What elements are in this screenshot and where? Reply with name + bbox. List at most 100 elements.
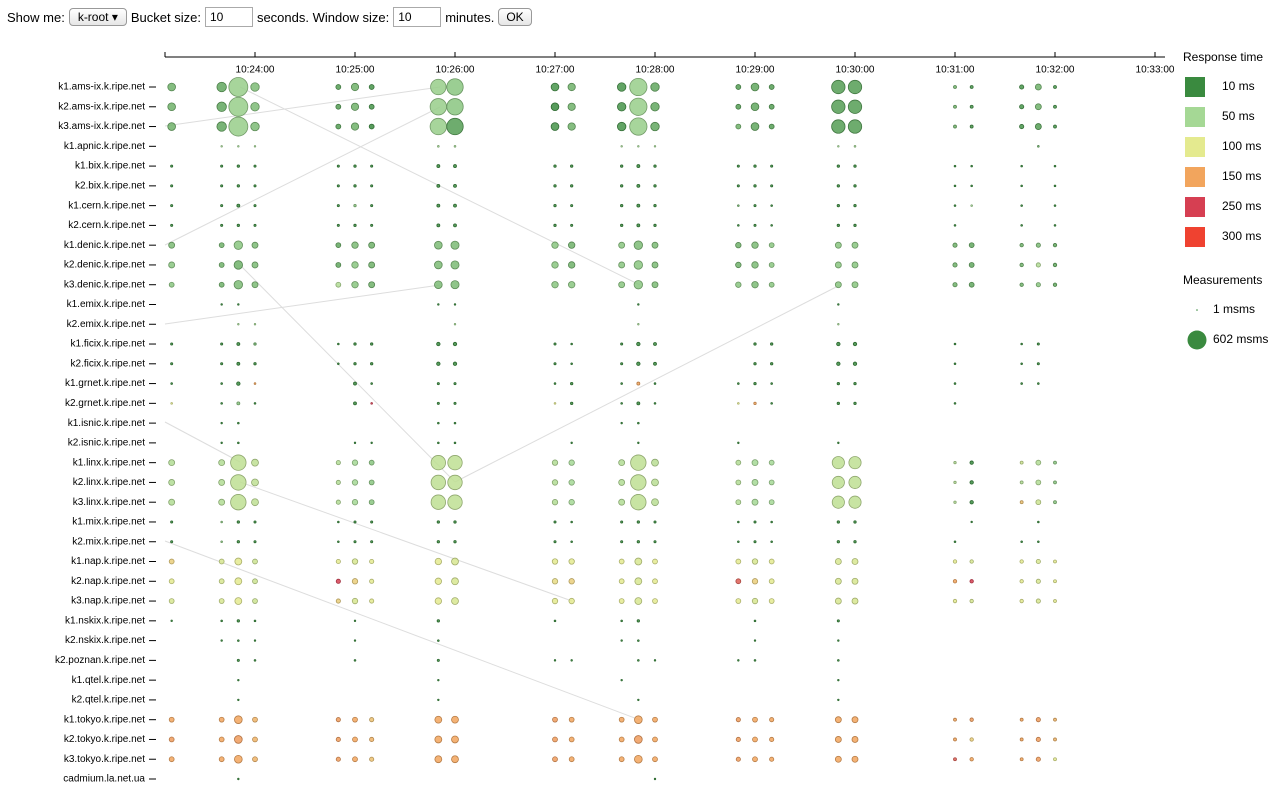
bubble — [953, 402, 957, 405]
row-label: k1.ams-ix.k.ripe.net — [58, 82, 145, 93]
bubble — [436, 164, 441, 168]
bubble — [351, 597, 359, 605]
bubble — [335, 598, 341, 604]
bubble — [770, 382, 773, 385]
bubble — [735, 459, 742, 466]
bubble — [253, 184, 257, 188]
bubble — [953, 124, 957, 129]
bubble — [436, 401, 440, 405]
bubble — [1019, 262, 1024, 268]
bubble — [335, 736, 341, 742]
bubble — [1037, 145, 1040, 148]
bubble — [753, 520, 757, 524]
bubble — [851, 736, 859, 743]
row-label: k1.cern.k.ripe.net — [68, 200, 145, 211]
bubble — [551, 479, 559, 486]
bubble — [652, 736, 658, 743]
bubble — [168, 578, 175, 585]
bubble — [620, 639, 623, 642]
bubble — [837, 145, 840, 148]
bubble — [570, 659, 573, 662]
bubble — [1019, 84, 1025, 90]
row-label: k1.qtel.k.ripe.net — [72, 675, 146, 686]
bubble — [220, 402, 223, 405]
bubble — [953, 737, 957, 742]
ok-button[interactable]: OK — [498, 8, 532, 26]
legend-label: 300 ms — [1222, 229, 1261, 243]
window-input[interactable]: 10 — [393, 7, 442, 27]
bubble — [637, 323, 640, 326]
bubble — [831, 119, 846, 134]
bubble — [370, 184, 374, 188]
x-tick-label: 10:29:00 — [736, 65, 775, 76]
bubble — [351, 459, 359, 466]
bubble — [368, 479, 375, 486]
bubble — [650, 102, 660, 112]
bubble — [651, 498, 659, 507]
bubble — [1019, 717, 1024, 722]
bubble — [630, 494, 647, 511]
bubble — [170, 540, 174, 544]
server-select[interactable]: k-root ▾ — [68, 8, 127, 26]
bubble — [636, 341, 641, 347]
bubble — [834, 755, 842, 763]
bubble — [434, 240, 443, 250]
bubble — [633, 260, 643, 270]
bubble — [170, 164, 174, 168]
bubble — [1053, 184, 1057, 188]
bubble — [352, 756, 358, 763]
bubble — [220, 540, 223, 544]
bubble — [237, 145, 240, 148]
bubble — [652, 598, 658, 604]
bubble — [253, 382, 257, 385]
bubble — [953, 85, 957, 89]
row-label: k2.bix.k.ripe.net — [75, 180, 145, 191]
bubble — [453, 145, 457, 148]
bubble — [437, 421, 440, 425]
row-label: k2.grnet.k.ripe.net — [65, 398, 145, 409]
bubble — [652, 558, 658, 565]
bubble — [253, 639, 257, 642]
bubble — [568, 597, 575, 605]
bubble — [735, 123, 742, 130]
bubble — [369, 598, 375, 604]
bubble — [753, 164, 757, 168]
bubble — [335, 242, 342, 249]
row-label: k2.nskix.k.ripe.net — [65, 635, 145, 646]
bubble — [233, 280, 243, 290]
bubble — [220, 204, 224, 208]
bucket-input[interactable]: 10 — [204, 7, 253, 27]
bubble — [851, 716, 859, 724]
bubble — [953, 500, 957, 504]
bubble — [170, 342, 174, 346]
row-label: k1.emix.k.ripe.net — [67, 299, 146, 310]
bubble — [653, 382, 657, 385]
bubble — [437, 441, 440, 445]
bubble — [851, 597, 859, 605]
bubble — [352, 716, 358, 723]
bubble — [370, 382, 373, 385]
bubble — [831, 99, 846, 114]
bubble — [1053, 104, 1057, 109]
bubble — [847, 99, 863, 114]
bubble — [752, 756, 758, 763]
bubble — [553, 540, 557, 544]
bubble — [553, 520, 557, 524]
bubble — [237, 421, 240, 425]
bubble — [953, 461, 957, 465]
bubble — [552, 756, 558, 763]
bubble — [653, 342, 657, 346]
bubble — [637, 421, 640, 425]
bubble — [837, 659, 840, 662]
bubble — [768, 281, 775, 288]
bubble — [620, 678, 623, 682]
bubble — [353, 204, 357, 208]
bubble — [236, 361, 241, 366]
bubble — [753, 401, 757, 405]
bubble — [230, 474, 247, 491]
bubble — [250, 82, 260, 92]
bubble — [551, 241, 559, 249]
bubble — [353, 381, 357, 386]
bubble — [768, 499, 775, 506]
bubble — [1052, 243, 1058, 248]
